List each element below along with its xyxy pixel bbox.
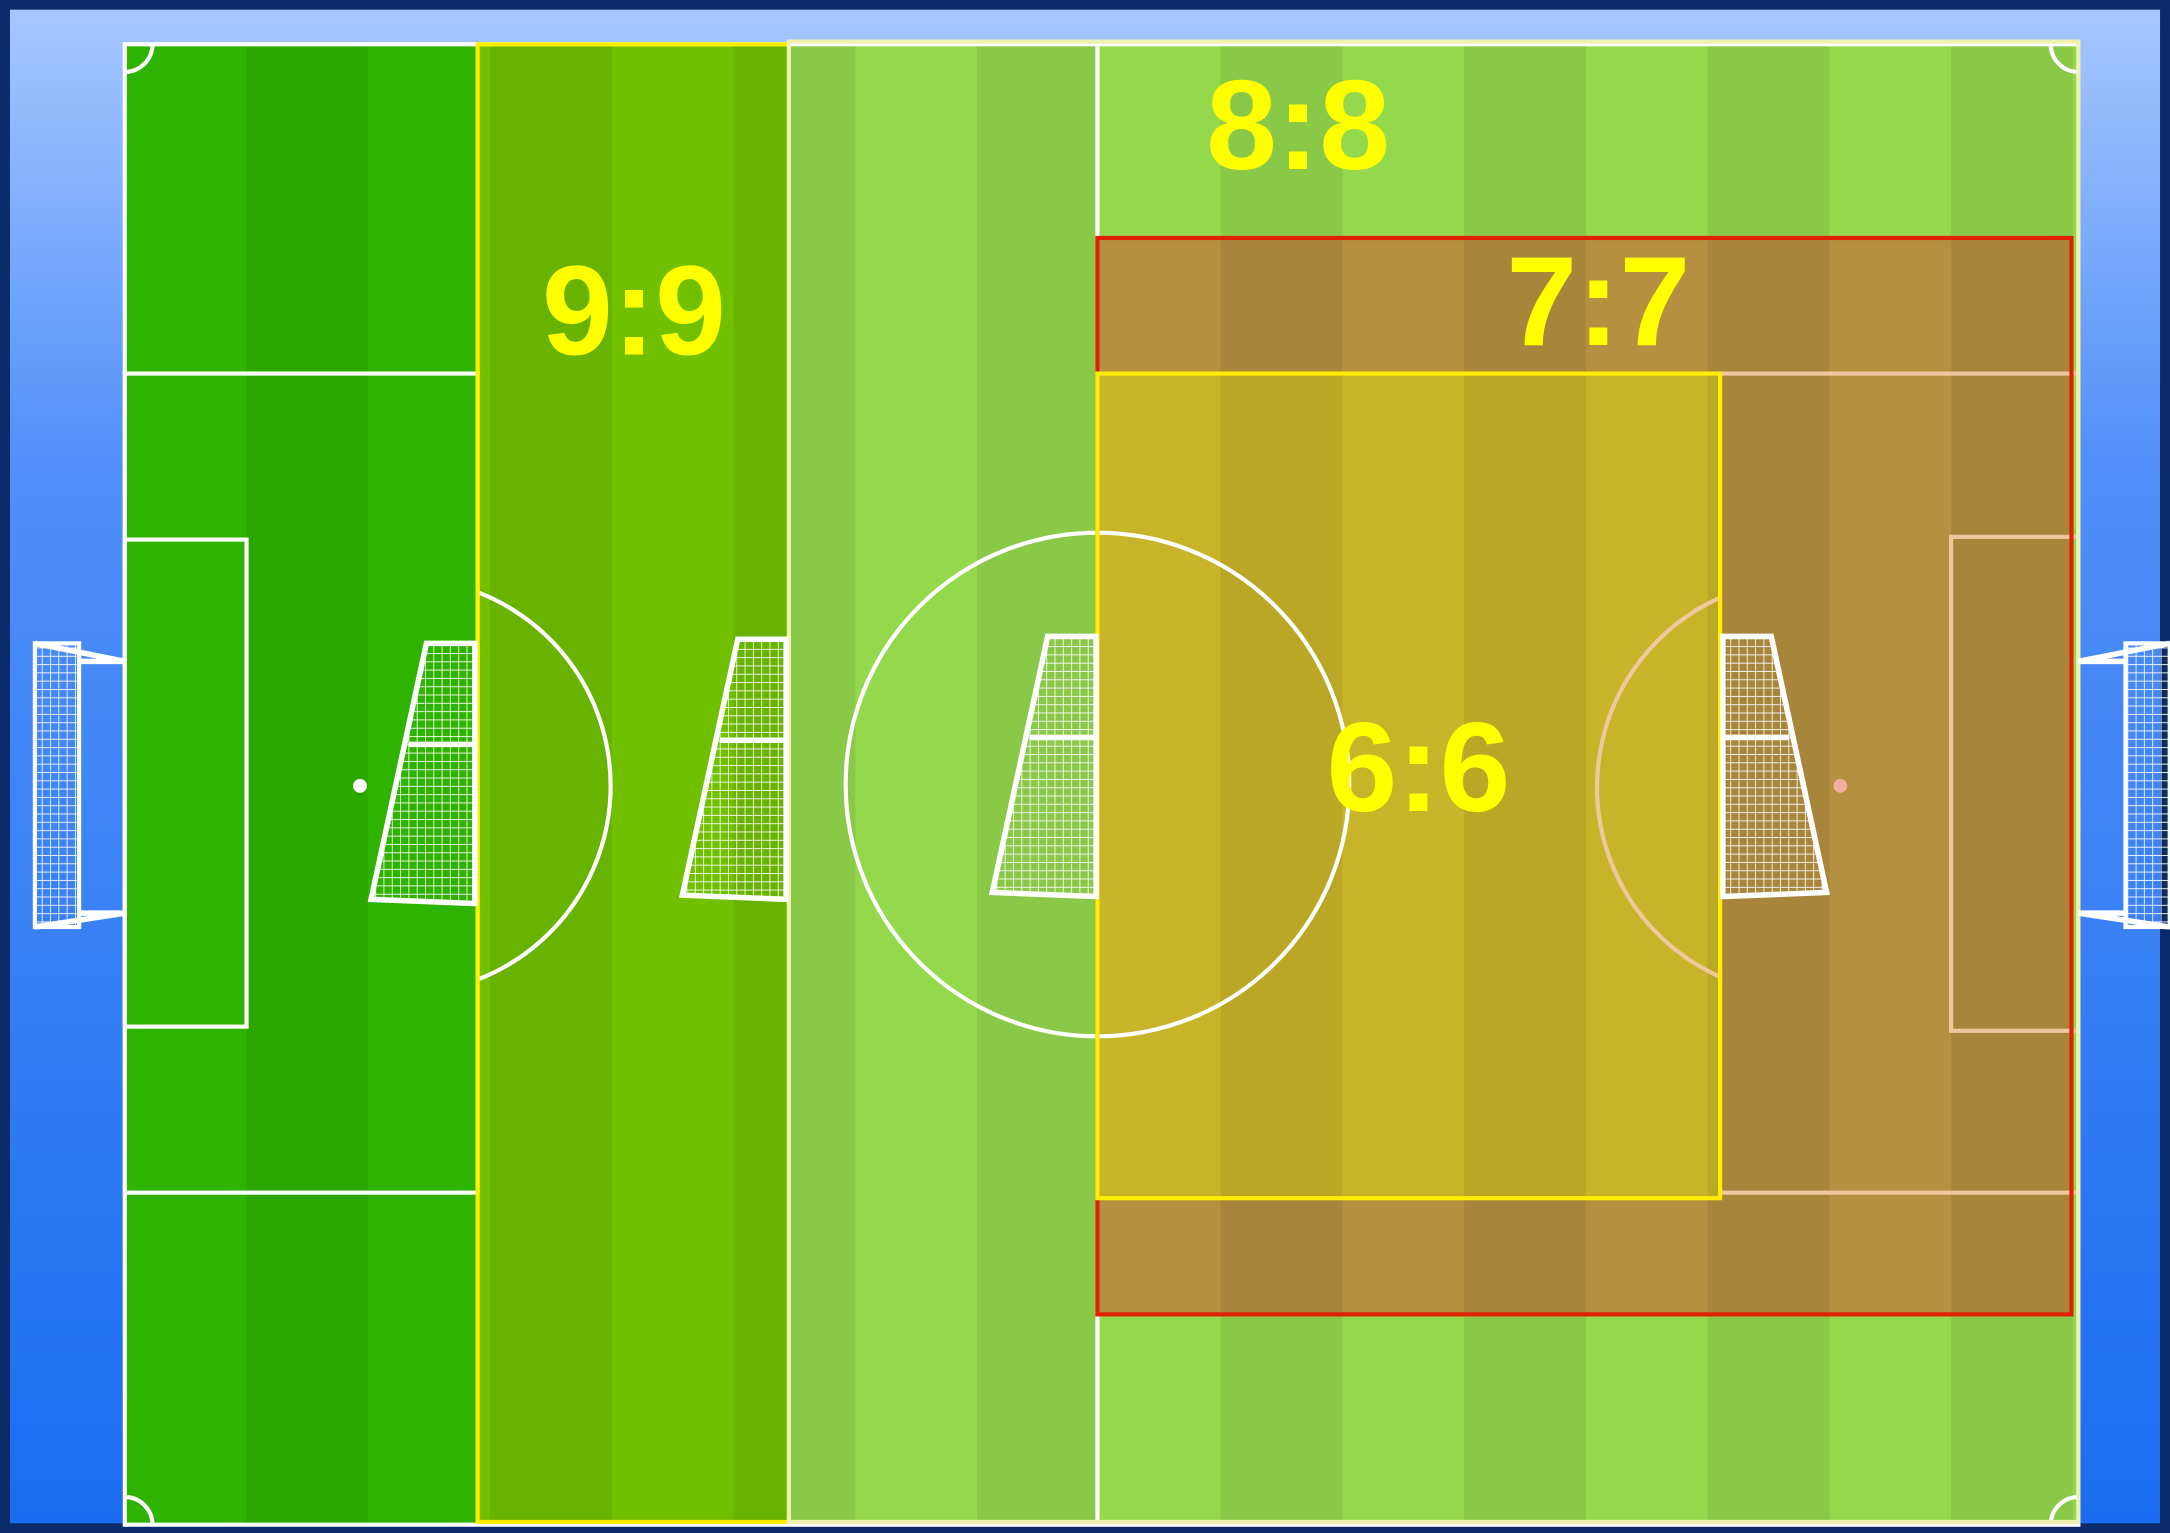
zone-label: 6:6	[1326, 696, 1510, 838]
zone-label: 9:9	[542, 240, 726, 382]
penalty-spot	[353, 778, 367, 793]
penalty-spot	[1833, 778, 1848, 793]
big-goal	[2077, 640, 2170, 930]
zone-label: 8:8	[1206, 54, 1390, 196]
big-goal	[32, 640, 126, 930]
zone-border	[786, 39, 2081, 1525]
zone-label: 7:7	[1506, 230, 1690, 372]
